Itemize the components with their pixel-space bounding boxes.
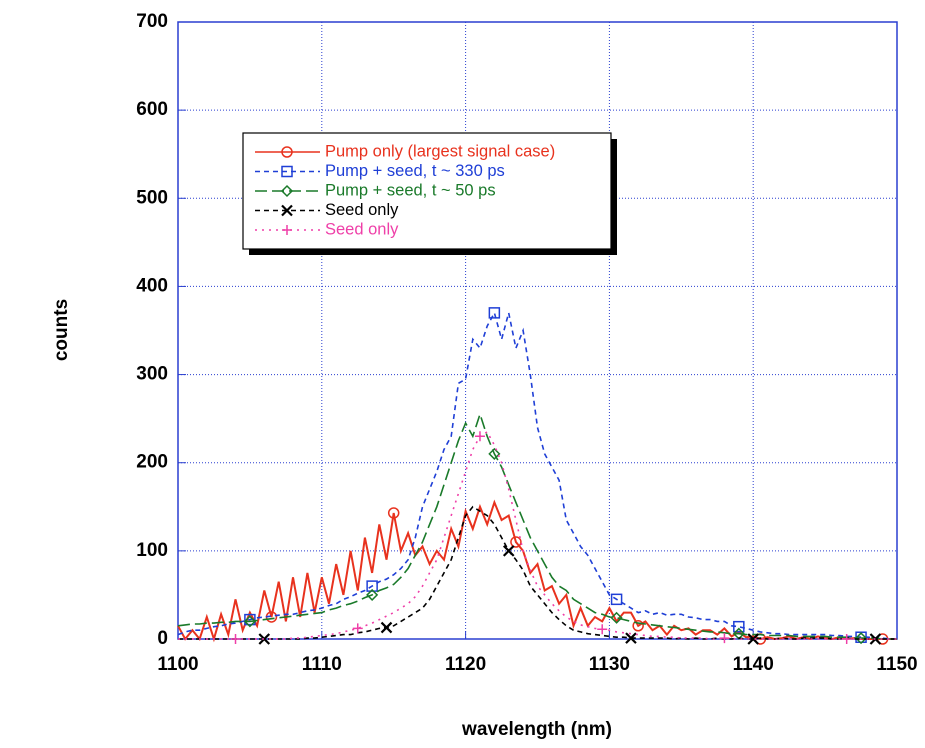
- marker: [510, 536, 522, 548]
- y-tick-label: 200: [136, 452, 168, 473]
- y-tick-label: 100: [136, 540, 168, 561]
- marker: [841, 634, 852, 644]
- series-line: [177, 499, 897, 643]
- marker: [747, 633, 759, 645]
- legend-label: Pump + seed, t ~ 330 ps: [325, 162, 505, 180]
- x-tick-label: 1120: [445, 654, 486, 675]
- marker: [244, 613, 256, 626]
- legend-label: Seed only: [325, 201, 399, 219]
- marker: [352, 623, 363, 634]
- plot-frame: [177, 21, 898, 640]
- x-tick-label: 1130: [589, 654, 630, 675]
- x-tick-label: 1100: [157, 654, 198, 675]
- y-tick-label: 700: [136, 11, 168, 32]
- legend-marker: [282, 225, 292, 235]
- legend-marker: [281, 146, 293, 158]
- marker: [488, 447, 501, 460]
- marker: [632, 620, 644, 632]
- marker: [474, 431, 485, 442]
- y-tick-label: 400: [136, 275, 168, 296]
- legend-marker: [280, 184, 294, 198]
- marker: [854, 632, 868, 645]
- marker: [387, 507, 400, 519]
- marker: [719, 633, 730, 644]
- marker: [610, 593, 623, 606]
- marker: [366, 580, 378, 592]
- marker: [610, 611, 623, 624]
- marker: [625, 632, 637, 644]
- series-line: [178, 430, 897, 640]
- y-tick-label: 300: [136, 364, 168, 385]
- series-line: [177, 411, 897, 640]
- marker: [230, 634, 241, 644]
- series-line: [177, 310, 897, 640]
- legend-label: Seed only: [325, 220, 399, 238]
- marker: [366, 588, 379, 601]
- y-axis-label: counts: [51, 299, 72, 361]
- legend-label: Pump + seed, t ~ 50 ps: [325, 181, 496, 199]
- x-axis-label: wavelength (nm): [461, 719, 612, 740]
- marker: [380, 621, 393, 634]
- marker: [502, 545, 515, 557]
- x-tick-label: 1110: [302, 654, 342, 675]
- legend-marker: [281, 165, 293, 178]
- marker: [488, 307, 501, 319]
- marker: [258, 633, 271, 645]
- x-tick-label: 1140: [733, 654, 774, 675]
- marker: [733, 620, 745, 633]
- y-tick-label: 600: [136, 99, 168, 120]
- x-tick-label: 1150: [876, 654, 917, 675]
- marker: [243, 615, 256, 628]
- legend-marker: [281, 204, 293, 217]
- legend-label: Pump only (largest signal case): [325, 142, 555, 160]
- y-tick-label: 500: [136, 187, 168, 208]
- marker: [597, 624, 608, 635]
- y-tick-label: 0: [157, 628, 168, 649]
